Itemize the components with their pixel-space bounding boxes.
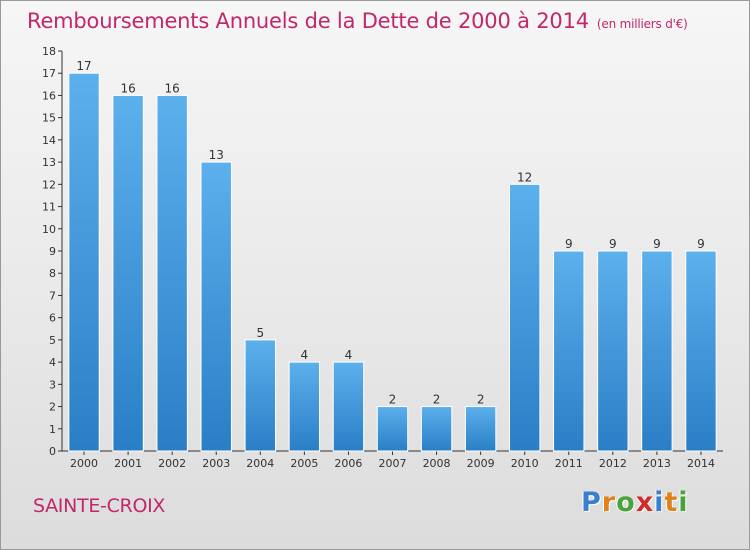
y-tick-label: 3 [49, 378, 56, 391]
bar-2003 [200, 161, 232, 452]
bar-2013 [641, 250, 673, 452]
title-text: Remboursements Annuels de la Dette de 20… [27, 9, 589, 33]
y-tick-label: 5 [49, 334, 56, 347]
y-tick-label: 7 [49, 289, 56, 302]
y-tick-label: 6 [49, 312, 56, 325]
y-tick-label: 8 [49, 267, 56, 280]
logo-letter: x [635, 487, 655, 518]
logo-letter: P [581, 487, 602, 518]
bar-2010 [508, 183, 541, 452]
data-label-2014: 9 [697, 237, 705, 251]
x-tick-label-2014: 2014 [687, 457, 715, 470]
data-label-2006: 4 [345, 348, 353, 362]
data-label-2011: 9 [565, 237, 573, 251]
x-tick-label-2011: 2011 [555, 457, 583, 470]
data-label-2009: 2 [477, 393, 485, 407]
bar-2005 [288, 361, 321, 452]
x-tick-label-2010: 2010 [511, 457, 539, 470]
y-tick-label: 9 [49, 245, 56, 258]
data-label-2007: 2 [389, 393, 397, 407]
x-tick-label-2006: 2006 [334, 457, 362, 470]
logo-letter: r [601, 487, 617, 518]
x-tick-label-2001: 2001 [114, 457, 142, 470]
y-tick-label: 0 [49, 445, 56, 458]
bar-2000 [68, 72, 100, 452]
x-tick-label-2003: 2003 [202, 457, 230, 470]
y-tick-label: 12 [42, 178, 56, 191]
data-label-2001: 16 [120, 81, 135, 95]
y-tick-label: 13 [42, 156, 56, 169]
y-tick-label: 18 [42, 45, 56, 58]
x-tick-label-2005: 2005 [290, 457, 318, 470]
data-label-2002: 16 [165, 81, 180, 95]
logo-letter: o [616, 487, 636, 518]
x-tick-label-2007: 2007 [379, 457, 407, 470]
data-label-2010: 12 [517, 170, 532, 184]
bar-2006 [332, 361, 365, 452]
data-label-2004: 5 [256, 326, 264, 340]
data-label-2003: 13 [209, 148, 224, 162]
bar-2008 [420, 406, 453, 452]
city-name: SAINTE-CROIX [33, 495, 166, 517]
x-tick-label-2008: 2008 [423, 457, 451, 470]
bar-2001 [112, 94, 144, 452]
y-tick-label: 10 [42, 223, 56, 236]
y-tick-label: 17 [42, 67, 56, 80]
data-label-2013: 9 [653, 237, 661, 251]
proxiti-logo: Proxiti [581, 487, 689, 518]
bar-2009 [464, 406, 497, 452]
chart-title: Remboursements Annuels de la Dette de 20… [27, 9, 688, 33]
x-tick-label-2013: 2013 [643, 457, 671, 470]
bar-2004 [244, 339, 277, 452]
x-tick-label-2009: 2009 [467, 457, 495, 470]
data-label-2005: 4 [301, 348, 309, 362]
logo-letter: t [664, 487, 679, 518]
bar-2011 [553, 250, 585, 452]
bar-2014 [685, 250, 717, 452]
x-tick-label-2012: 2012 [599, 457, 627, 470]
y-tick-label: 2 [49, 401, 56, 414]
data-label-2000: 17 [76, 59, 91, 73]
y-tick-label: 4 [49, 356, 56, 369]
y-tick-label: 11 [42, 201, 56, 214]
logo-letter: i [654, 487, 665, 518]
bar-2002 [156, 94, 188, 452]
data-label-2012: 9 [609, 237, 617, 251]
x-tick-label-2000: 2000 [70, 457, 98, 470]
bar-2007 [376, 406, 409, 452]
x-tick-label-2002: 2002 [158, 457, 186, 470]
logo-letter: i [678, 487, 689, 518]
x-tick-label-2004: 2004 [246, 457, 274, 470]
y-tick-label: 16 [42, 89, 56, 102]
unit-note: (en milliers d'€) [596, 17, 688, 31]
y-tick-label: 14 [42, 134, 56, 147]
bar-2012 [597, 250, 629, 452]
y-tick-label: 1 [49, 423, 56, 436]
y-tick-label: 15 [42, 112, 56, 125]
data-label-2008: 2 [433, 393, 441, 407]
